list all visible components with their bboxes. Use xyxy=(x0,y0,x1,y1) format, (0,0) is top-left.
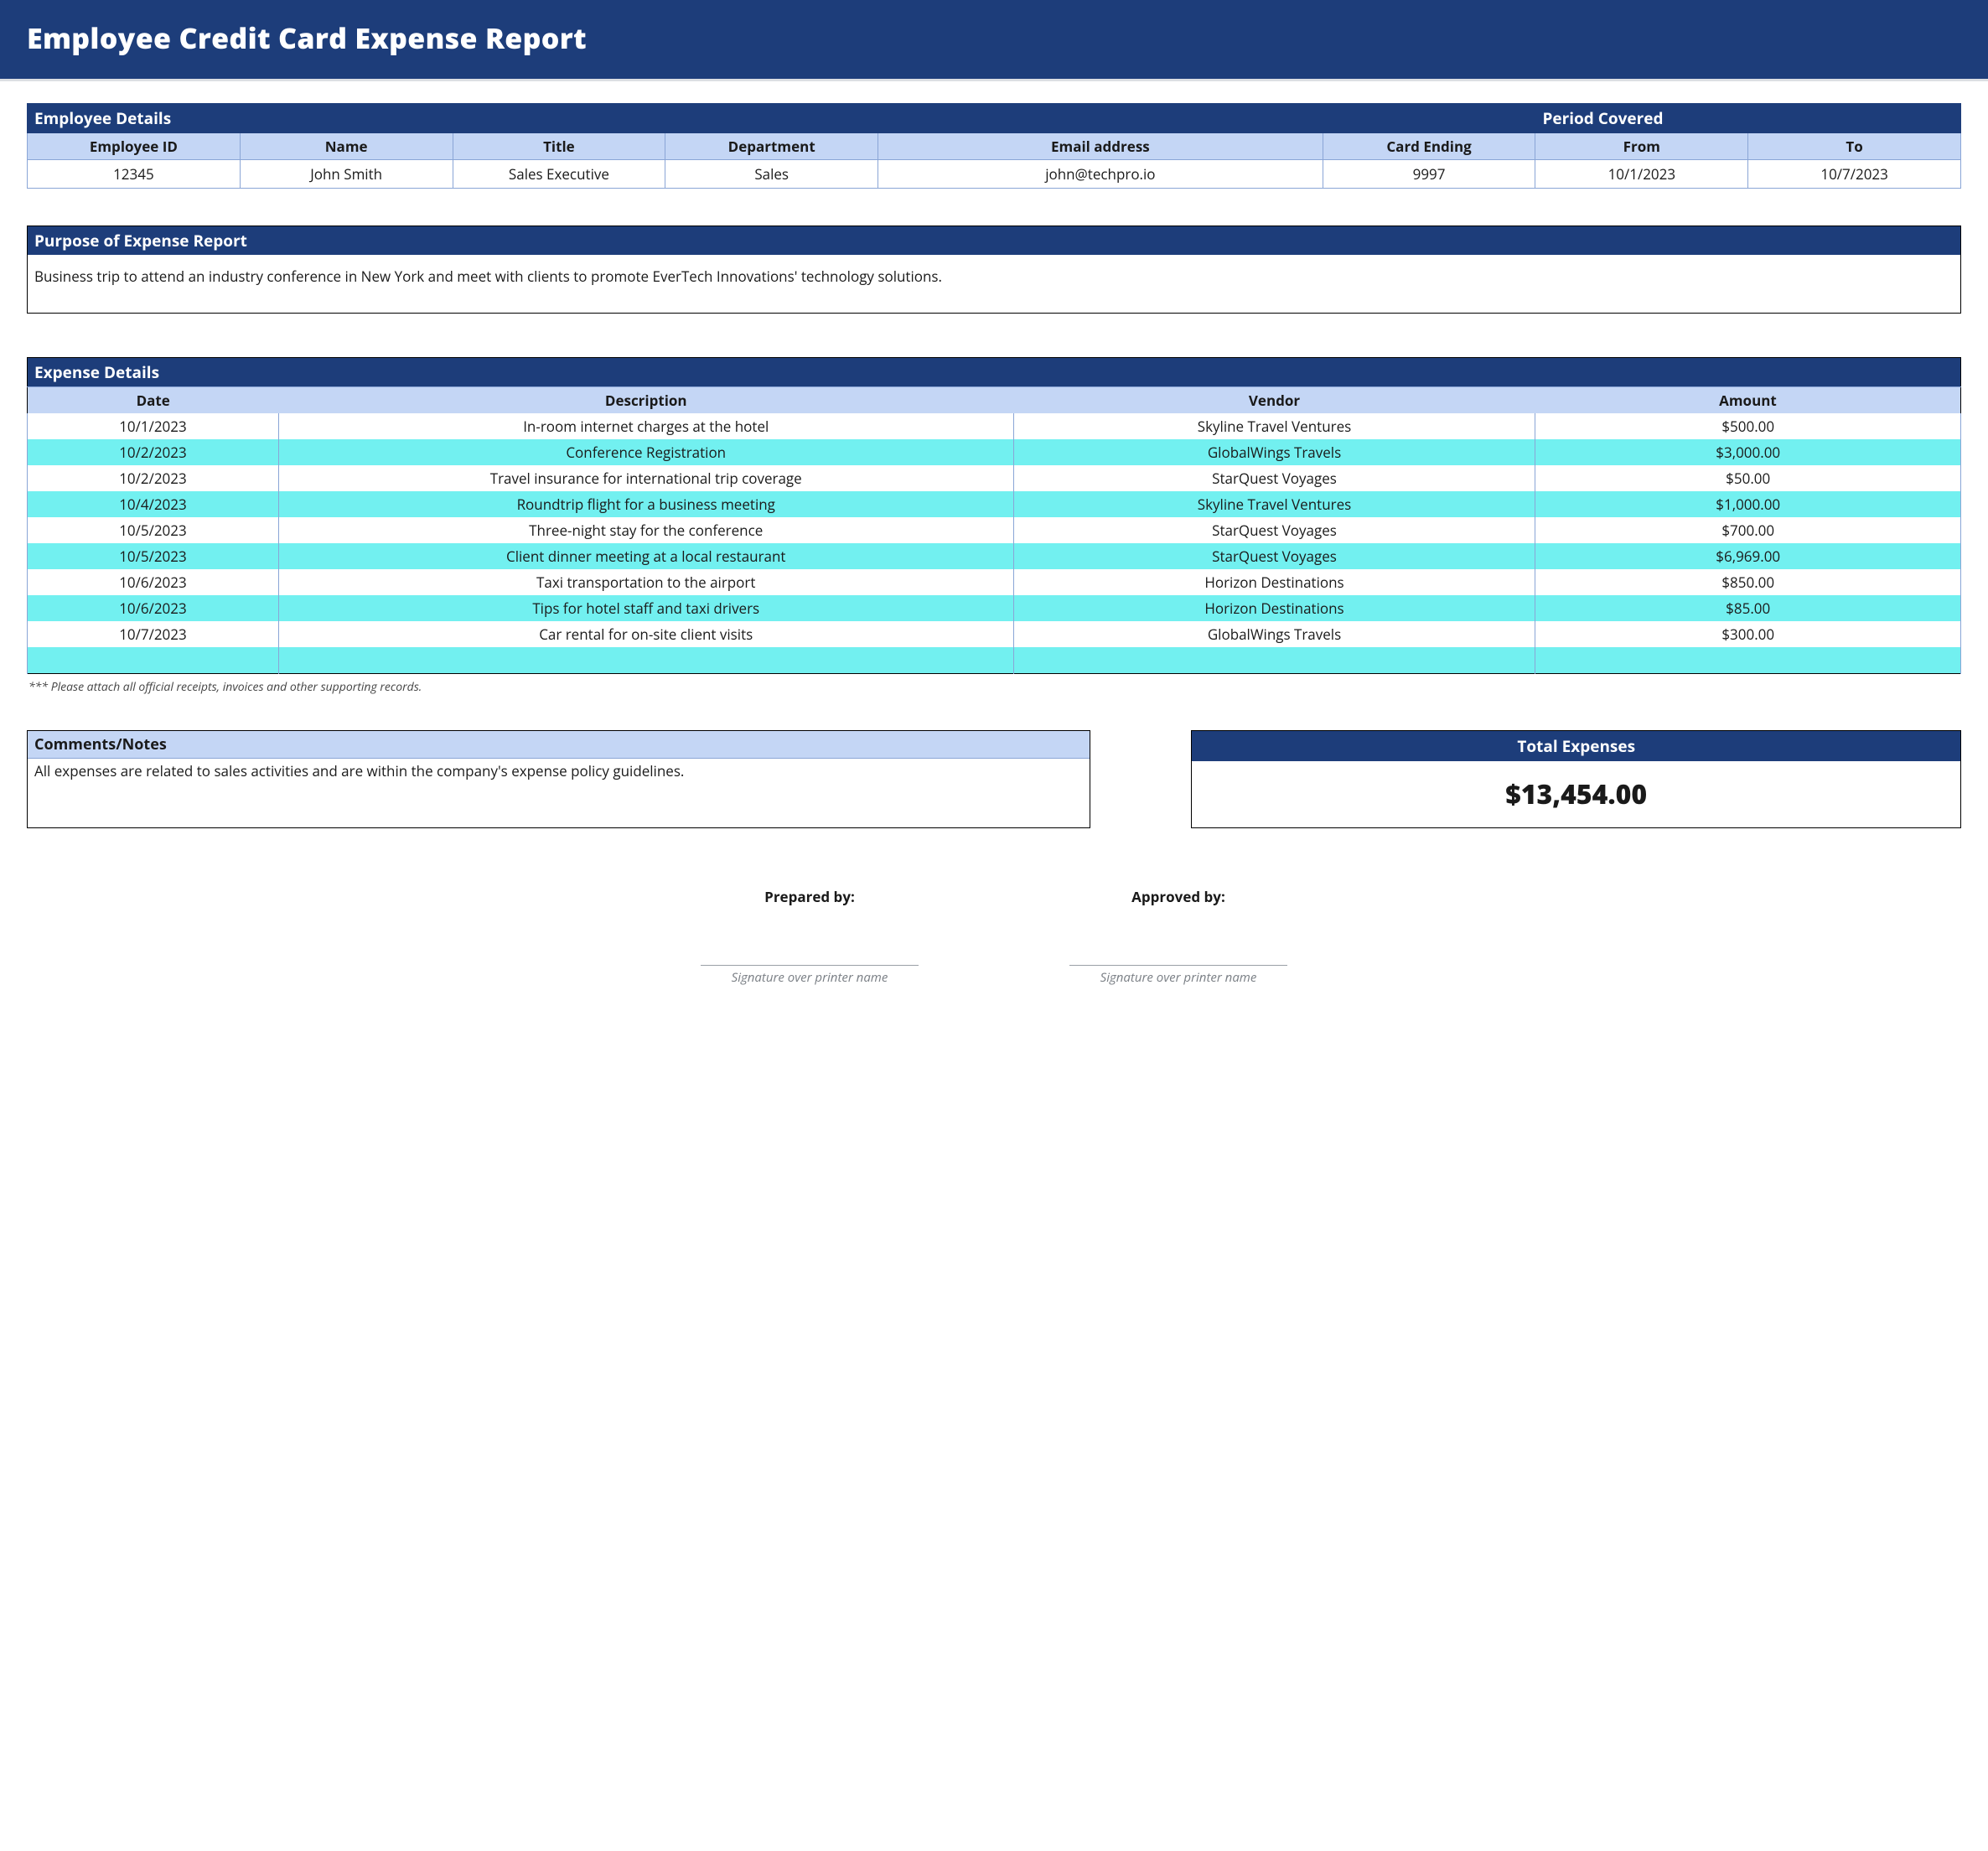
expense-cell-amount: $50.00 xyxy=(1535,465,1961,491)
prepared-by-line xyxy=(701,965,919,966)
col-card-ending: Card Ending xyxy=(1323,133,1535,160)
employee-details-header: Employee Details xyxy=(28,104,1535,133)
total-expenses-value: $13,454.00 xyxy=(1192,761,1960,827)
prepared-by-label: Prepared by: xyxy=(684,887,935,906)
expense-cell-amount: $6,969.00 xyxy=(1535,543,1961,569)
col-name: Name xyxy=(240,133,453,160)
col-title: Title xyxy=(453,133,665,160)
expense-cell-date: 10/5/2023 xyxy=(28,543,279,569)
comments-text: All expenses are related to sales activi… xyxy=(28,759,1090,801)
prepared-by-caption: Signature over printer name xyxy=(684,969,935,986)
expense-footnote: *** Please attach all official receipts,… xyxy=(28,679,1961,695)
expense-row: 10/2/2023Conference RegistrationGlobalWi… xyxy=(28,439,1961,465)
expense-row: 10/1/2023In-room internet charges at the… xyxy=(28,413,1961,439)
period-covered-header: Period Covered xyxy=(1535,104,1961,133)
total-expenses-box: Total Expenses $13,454.00 xyxy=(1191,730,1961,828)
expense-row: 10/6/2023Tips for hotel staff and taxi d… xyxy=(28,595,1961,621)
expense-cell-desc: Client dinner meeting at a local restaur… xyxy=(278,543,1013,569)
expense-cell-vendor: Horizon Destinations xyxy=(1013,595,1535,621)
val-card-ending: 9997 xyxy=(1323,160,1535,189)
expense-cell-date xyxy=(28,647,279,674)
expense-cell-amount xyxy=(1535,647,1961,674)
expense-row: 10/5/2023Client dinner meeting at a loca… xyxy=(28,543,1961,569)
purpose-table: Purpose of Expense Report Business trip … xyxy=(27,226,1961,314)
val-name: John Smith xyxy=(240,160,453,189)
expense-cell-desc: Tips for hotel staff and taxi drivers xyxy=(278,595,1013,621)
expense-row: 10/7/2023Car rental for on-site client v… xyxy=(28,621,1961,647)
expense-cell-desc: Conference Registration xyxy=(278,439,1013,465)
comments-box: Comments/Notes All expenses are related … xyxy=(27,730,1090,828)
expense-cell-amount: $1,000.00 xyxy=(1535,491,1961,517)
col-department: Department xyxy=(665,133,878,160)
col-from: From xyxy=(1535,133,1748,160)
expense-cell-vendor: StarQuest Voyages xyxy=(1013,543,1535,569)
val-department: Sales xyxy=(665,160,878,189)
expense-cell-date: 10/6/2023 xyxy=(28,595,279,621)
employee-data-row: 12345 John Smith Sales Executive Sales j… xyxy=(28,160,1961,189)
val-employee-id: 12345 xyxy=(28,160,241,189)
expense-row: 10/5/2023Three-night stay for the confer… xyxy=(28,517,1961,543)
expense-row xyxy=(28,647,1961,674)
expense-details-header: Expense Details xyxy=(28,358,1961,387)
expense-cell-desc: In-room internet charges at the hotel xyxy=(278,413,1013,439)
approved-by-caption: Signature over printer name xyxy=(1053,969,1304,986)
expense-cell-amount: $850.00 xyxy=(1535,569,1961,595)
expense-cell-desc: Car rental for on-site client visits xyxy=(278,621,1013,647)
expense-cell-vendor: StarQuest Voyages xyxy=(1013,517,1535,543)
expense-cell-vendor: Skyline Travel Ventures xyxy=(1013,491,1535,517)
expense-cell-desc: Roundtrip flight for a business meeting xyxy=(278,491,1013,517)
page-title: Employee Credit Card Expense Report xyxy=(27,18,1961,57)
expense-row: 10/6/2023Taxi transportation to the airp… xyxy=(28,569,1961,595)
signature-row: Prepared by: Signature over printer name… xyxy=(27,887,1961,986)
total-expenses-header: Total Expenses xyxy=(1192,731,1960,761)
col-vendor: Vendor xyxy=(1013,387,1535,414)
purpose-header: Purpose of Expense Report xyxy=(28,226,1961,256)
approved-by-block: Approved by: Signature over printer name xyxy=(1053,887,1304,986)
purpose-text: Business trip to attend an industry conf… xyxy=(28,255,1961,314)
expense-cell-desc: Taxi transportation to the airport xyxy=(278,569,1013,595)
employee-details-table: Employee Details Period Covered Employee… xyxy=(27,103,1961,189)
expense-cell-amount: $300.00 xyxy=(1535,621,1961,647)
col-employee-id: Employee ID xyxy=(28,133,241,160)
expense-cell-desc: Three-night stay for the conference xyxy=(278,517,1013,543)
expense-cell-date: 10/4/2023 xyxy=(28,491,279,517)
val-to: 10/7/2023 xyxy=(1748,160,1961,189)
expense-cell-vendor: StarQuest Voyages xyxy=(1013,465,1535,491)
col-amount: Amount xyxy=(1535,387,1961,414)
expense-details-table: Expense Details Date Description Vendor … xyxy=(27,357,1961,674)
page-body: Employee Details Period Covered Employee… xyxy=(0,81,1988,1036)
col-date: Date xyxy=(28,387,279,414)
approved-by-label: Approved by: xyxy=(1053,887,1304,906)
expense-cell-date: 10/1/2023 xyxy=(28,413,279,439)
expense-row: 10/2/2023Travel insurance for internatio… xyxy=(28,465,1961,491)
expense-cell-vendor: Skyline Travel Ventures xyxy=(1013,413,1535,439)
expense-cell-vendor: Horizon Destinations xyxy=(1013,569,1535,595)
col-description: Description xyxy=(278,387,1013,414)
expense-cell-date: 10/2/2023 xyxy=(28,465,279,491)
col-to: To xyxy=(1748,133,1961,160)
col-email: Email address xyxy=(878,133,1323,160)
val-from: 10/1/2023 xyxy=(1535,160,1748,189)
expense-cell-amount: $85.00 xyxy=(1535,595,1961,621)
expense-cell-date: 10/2/2023 xyxy=(28,439,279,465)
page-banner: Employee Credit Card Expense Report xyxy=(0,0,1988,81)
expense-cell-date: 10/6/2023 xyxy=(28,569,279,595)
expense-cell-amount: $700.00 xyxy=(1535,517,1961,543)
val-email: john@techpro.io xyxy=(878,160,1323,189)
expense-row: 10/4/2023Roundtrip flight for a business… xyxy=(28,491,1961,517)
prepared-by-block: Prepared by: Signature over printer name xyxy=(684,887,935,986)
approved-by-line xyxy=(1069,965,1287,966)
expense-cell-vendor: GlobalWings Travels xyxy=(1013,621,1535,647)
expense-cell-vendor: GlobalWings Travels xyxy=(1013,439,1535,465)
val-title: Sales Executive xyxy=(453,160,665,189)
comments-header: Comments/Notes xyxy=(28,731,1090,759)
expense-cell-desc xyxy=(278,647,1013,674)
expense-cell-amount: $3,000.00 xyxy=(1535,439,1961,465)
expense-cell-vendor xyxy=(1013,647,1535,674)
expense-cell-amount: $500.00 xyxy=(1535,413,1961,439)
expense-cell-date: 10/5/2023 xyxy=(28,517,279,543)
expense-cell-desc: Travel insurance for international trip … xyxy=(278,465,1013,491)
expense-cell-date: 10/7/2023 xyxy=(28,621,279,647)
